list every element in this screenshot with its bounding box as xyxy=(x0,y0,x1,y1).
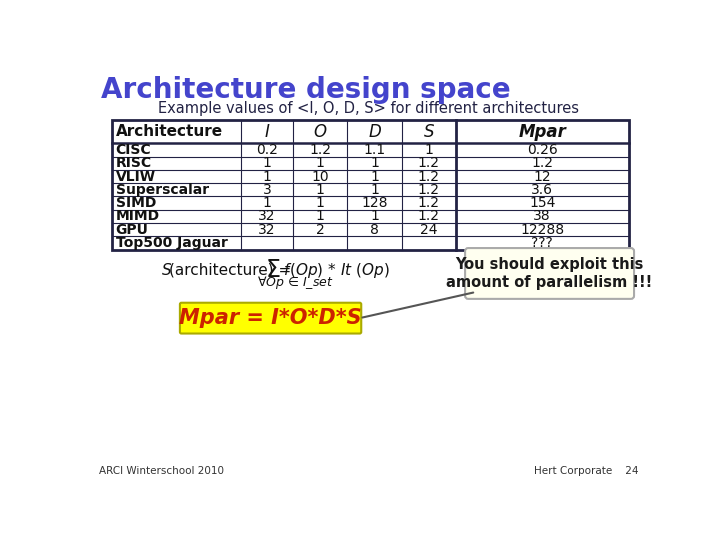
Text: SIMD: SIMD xyxy=(116,196,156,210)
Text: 1.1: 1.1 xyxy=(364,143,385,157)
Text: ∀$Op$ ∈ $I\_set$: ∀$Op$ ∈ $I\_set$ xyxy=(256,274,333,291)
Text: Mpar: Mpar xyxy=(518,123,566,141)
Text: Architecture: Architecture xyxy=(116,124,222,139)
Text: $S$: $S$ xyxy=(161,262,173,279)
Text: 3.6: 3.6 xyxy=(531,183,553,197)
Text: 32: 32 xyxy=(258,210,276,224)
FancyBboxPatch shape xyxy=(465,248,634,299)
Text: 10: 10 xyxy=(311,170,329,184)
Text: ???: ??? xyxy=(531,236,553,250)
Text: Mpar = I*O*D*S: Mpar = I*O*D*S xyxy=(179,308,362,328)
Text: (architecture) =: (architecture) = xyxy=(169,263,296,278)
Text: 1: 1 xyxy=(263,196,271,210)
Text: 1.2: 1.2 xyxy=(418,170,440,184)
Text: RISC: RISC xyxy=(116,156,152,170)
Text: 24: 24 xyxy=(420,222,438,237)
Text: 12: 12 xyxy=(534,170,551,184)
Text: 1.2: 1.2 xyxy=(418,156,440,170)
FancyBboxPatch shape xyxy=(180,303,361,334)
Text: Architecture design space: Architecture design space xyxy=(101,76,510,104)
Text: 1: 1 xyxy=(263,156,271,170)
Text: O: O xyxy=(314,123,327,141)
Text: 1: 1 xyxy=(316,196,325,210)
Text: ARCI Winterschool 2010: ARCI Winterschool 2010 xyxy=(99,466,225,476)
Text: Example values of <I, O, D, S> for different architectures: Example values of <I, O, D, S> for diffe… xyxy=(158,101,580,116)
Text: 1.2: 1.2 xyxy=(418,183,440,197)
Text: 1: 1 xyxy=(370,156,379,170)
Text: I: I xyxy=(265,123,269,141)
Text: 32: 32 xyxy=(258,222,276,237)
Text: 12288: 12288 xyxy=(520,222,564,237)
Text: $f(Op)$ * $It$ $(Op)$: $f(Op)$ * $It$ $(Op)$ xyxy=(279,261,390,280)
Text: VLIW: VLIW xyxy=(116,170,156,184)
Text: Top500 Jaguar: Top500 Jaguar xyxy=(116,236,228,250)
Text: 1: 1 xyxy=(316,156,325,170)
Text: 128: 128 xyxy=(361,196,387,210)
Text: 1.2: 1.2 xyxy=(418,196,440,210)
Text: 38: 38 xyxy=(534,210,551,224)
Text: 2: 2 xyxy=(316,222,325,237)
Text: 1: 1 xyxy=(370,170,379,184)
Text: 1: 1 xyxy=(370,183,379,197)
Text: 1: 1 xyxy=(263,170,271,184)
Text: CISC: CISC xyxy=(116,143,151,157)
Text: 1: 1 xyxy=(316,183,325,197)
Text: Superscalar: Superscalar xyxy=(116,183,209,197)
Text: Hert Corporate    24: Hert Corporate 24 xyxy=(534,466,639,476)
Bar xyxy=(112,120,629,249)
Text: 0.26: 0.26 xyxy=(527,143,557,157)
Text: S: S xyxy=(423,123,434,141)
Text: Σ: Σ xyxy=(265,258,280,282)
Text: D: D xyxy=(368,123,381,141)
Text: 1.2: 1.2 xyxy=(531,156,553,170)
Text: GPU: GPU xyxy=(116,222,148,237)
Text: 3: 3 xyxy=(263,183,271,197)
Text: 1: 1 xyxy=(424,143,433,157)
Text: 1: 1 xyxy=(370,210,379,224)
Text: You should exploit this
amount of parallelism !!!: You should exploit this amount of parall… xyxy=(446,257,653,289)
Text: 1.2: 1.2 xyxy=(418,210,440,224)
Text: 8: 8 xyxy=(370,222,379,237)
Text: 0.2: 0.2 xyxy=(256,143,278,157)
Text: 1: 1 xyxy=(316,210,325,224)
Text: MIMD: MIMD xyxy=(116,210,160,224)
Text: 154: 154 xyxy=(529,196,555,210)
Text: 1.2: 1.2 xyxy=(309,143,331,157)
